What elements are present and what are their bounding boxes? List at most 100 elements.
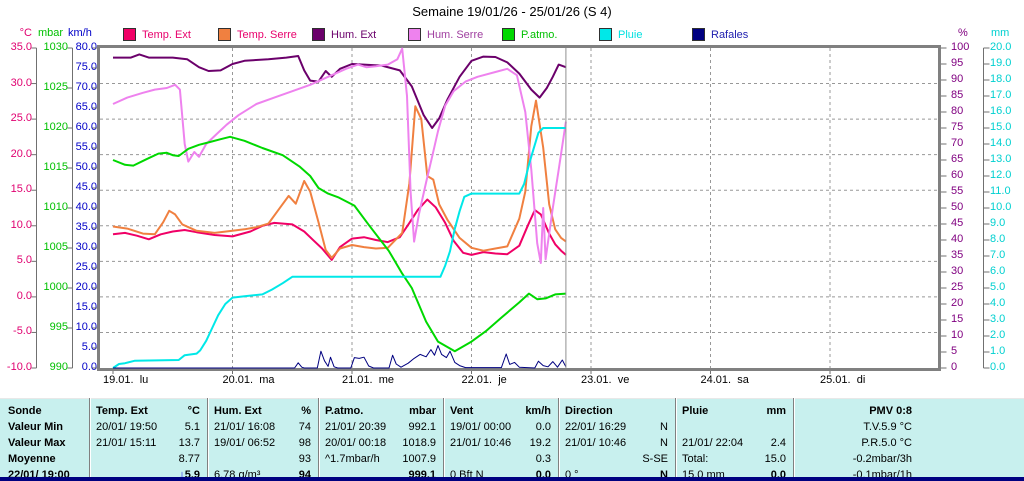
y-tick-label-mm: 18.0 <box>990 73 1012 85</box>
plot-border <box>97 45 941 371</box>
cell-text: ^1.7mbar/h <box>325 453 380 465</box>
y-tick-label-celsius: 15.0 <box>10 183 32 196</box>
y-tick-label-percent: 35 <box>951 249 964 261</box>
y-tick-label-kmh: 55.0 <box>75 141 97 153</box>
y-tick-label-percent: 20 <box>951 297 964 309</box>
col-header-pluie: Pluie <box>682 405 709 417</box>
y-tick-label-mm: 14.0 <box>990 137 1012 149</box>
y-tick-label-celsius: 30.0 <box>10 76 32 89</box>
col-unit-hum-ext: % <box>301 405 311 417</box>
cell-text: Total: <box>682 453 709 465</box>
legend-label: P.atmo. <box>521 28 558 41</box>
legend-swatch-pluie <box>599 28 612 41</box>
y-tick-label-kmh: 65.0 <box>75 101 97 113</box>
y-tick-label-percent: 45 <box>951 217 964 229</box>
y-tick-label-kmh: 10.0 <box>75 321 97 333</box>
legend-item-temp-serre[interactable]: Temp. Serre <box>218 28 297 41</box>
y-tick-label-mbar: 1030 <box>43 41 68 53</box>
y-tick-label-percent: 10 <box>951 329 964 341</box>
cell-value: 19.2 <box>529 437 551 449</box>
y-tick-label-percent: 75 <box>951 121 964 133</box>
legend-item-temp-ext[interactable]: Temp. Ext <box>123 28 191 41</box>
cell-value: N <box>660 469 668 481</box>
y-tick-label-celsius: 5.0 <box>16 254 32 267</box>
y-tick-label-percent: 100 <box>951 41 970 53</box>
y-tick-label-mm: 20.0 <box>990 41 1012 53</box>
y-tick-label-percent: 85 <box>951 89 964 101</box>
series-rafales <box>113 345 567 369</box>
pmv-line: T.V.5.9 °C <box>863 421 912 433</box>
legend-item-pluie[interactable]: Pluie <box>599 28 642 41</box>
legend-swatch-temp-serre <box>218 28 231 41</box>
y-tick-label-percent: 30 <box>951 265 964 277</box>
x-axis-label: 23.01. ve <box>581 374 630 386</box>
axis-title-mbar: mbar <box>38 27 64 39</box>
page-title: Semaine 19/01/26 - 25/01/26 (S 4) <box>412 4 612 19</box>
legend-label: Temp. Serre <box>237 28 297 41</box>
y-tick-label-mm: 7.0 <box>990 249 1006 261</box>
y-tick-label-percent: 95 <box>951 57 964 69</box>
cell-value: N <box>660 421 668 433</box>
cell-text: 21/01/ 20:39 <box>325 421 387 433</box>
y-tick-label-mbar: 1010 <box>43 201 68 213</box>
cell-text: 21/01/ 16:08 <box>214 421 276 433</box>
y-tick-label-mm: 9.0 <box>990 217 1006 229</box>
col-header-vent: Vent <box>450 405 474 417</box>
y-tick-label-percent: 15 <box>951 313 964 325</box>
y-tick-label-mbar: 1025 <box>43 81 68 93</box>
y-tick-label-mm: 17.0 <box>990 89 1012 101</box>
y-tick-label-mm: 5.0 <box>990 281 1006 293</box>
cell-text: 22/01/ 16:29 <box>565 421 627 433</box>
y-tick-label-kmh: 15.0 <box>75 301 97 313</box>
legend-item-p-atmo[interactable]: P.atmo. <box>502 28 558 41</box>
legend-label: Pluie <box>618 28 643 41</box>
cell-value: 98 <box>298 437 311 449</box>
cell-value: 5.1 <box>184 421 200 433</box>
legend-swatch-hum-serre <box>408 28 421 41</box>
legend-label: Temp. Ext <box>142 28 191 41</box>
cell-text: 20/01/ 19:50 <box>96 421 158 433</box>
y-tick-label-kmh: 0.0 <box>81 361 97 373</box>
axis-title-percent: % <box>958 27 968 39</box>
y-tick-label-mbar: 1015 <box>43 161 68 173</box>
stats-table <box>0 398 1024 481</box>
legend-swatch-rafales <box>692 28 705 41</box>
legend-label: Rafales <box>711 28 749 41</box>
y-tick-label-kmh: 5.0 <box>81 341 97 353</box>
legend-label: Hum. Ext <box>331 28 377 41</box>
y-tick-label-kmh: 70.0 <box>75 81 97 93</box>
y-tick-label-mm: 4.0 <box>990 297 1006 309</box>
table-column-separator <box>89 398 91 481</box>
legend-item-rafales[interactable]: Rafales <box>692 28 748 41</box>
x-axis-label: 19.01. lu <box>103 374 149 386</box>
y-tick-label-kmh: 80.0 <box>75 41 97 53</box>
y-tick-label-mm: 3.0 <box>990 313 1006 325</box>
pmv-header: PMV 0:8 <box>869 405 912 417</box>
y-tick-label-percent: 80 <box>951 105 964 117</box>
y-tick-label-percent: 65 <box>951 153 964 165</box>
table-column-separator <box>318 398 320 481</box>
col-unit-p-atmo: mbar <box>409 405 436 417</box>
table-column-separator <box>207 398 209 481</box>
row-label-moyenne: Moyenne <box>8 453 56 465</box>
y-tick-label-percent: 5 <box>951 345 958 357</box>
series-hum-ext <box>113 53 567 129</box>
legend-item-hum-serre[interactable]: Hum. Serre <box>408 28 483 41</box>
cell-text: 21/01/ 10:46 <box>450 437 512 449</box>
legend-item-hum-ext[interactable]: Hum. Ext <box>312 28 376 41</box>
cell-text: 21/01/ 22:04 <box>682 437 744 449</box>
col-header-hum-ext: Hum. Ext <box>214 405 262 417</box>
table-column-separator <box>793 398 795 481</box>
x-axis-label: 24.01. sa <box>700 374 749 386</box>
row-label-valeur-min: Valeur Min <box>8 421 64 433</box>
y-tick-label-mbar: 995 <box>49 321 68 333</box>
down-arrow-icon: ↓ <box>179 469 185 481</box>
cell-value: 13.7 <box>178 437 200 449</box>
pmv-line: -0.2mbar/3h <box>852 453 912 465</box>
table-column-separator <box>443 398 445 481</box>
col-unit-pluie: mm <box>766 405 786 417</box>
y-tick-label-percent: 90 <box>951 73 964 85</box>
y-tick-label-celsius: 10.0 <box>10 218 32 231</box>
y-tick-label-percent: 25 <box>951 281 964 293</box>
